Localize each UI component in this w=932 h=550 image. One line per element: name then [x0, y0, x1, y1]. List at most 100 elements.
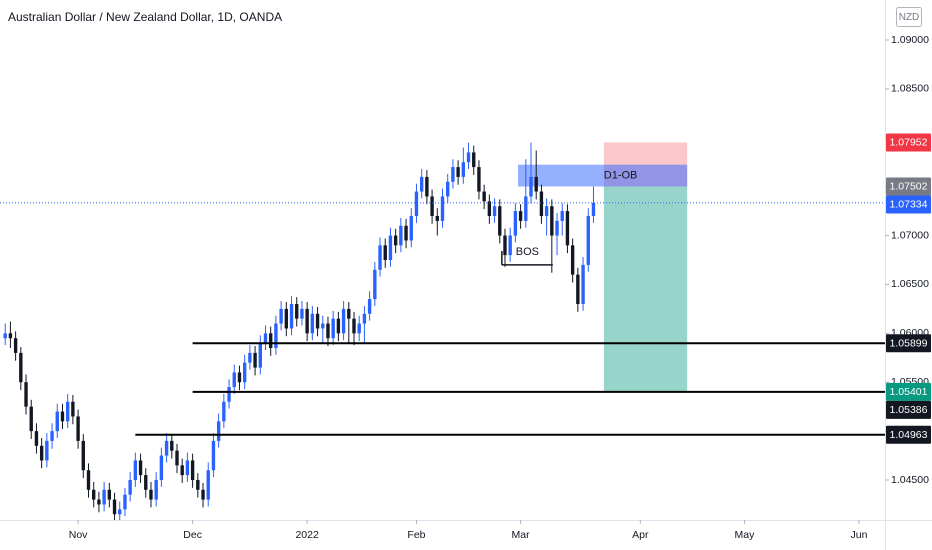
candle-body: [60, 411, 65, 422]
candle-body: [258, 343, 262, 368]
price-tag-label: 1.07502: [890, 181, 928, 193]
price-tag-label: 1.05386: [890, 404, 928, 416]
candle-body: [508, 235, 512, 256]
x-tick-label: Nov: [69, 529, 88, 541]
candle-body: [216, 421, 221, 441]
y-tick-label: 1.04500: [891, 474, 929, 486]
candle-body: [477, 167, 481, 192]
candle-body: [76, 416, 80, 441]
candle-body: [279, 308, 283, 324]
candle-body: [419, 176, 424, 192]
chart-title: Australian Dollar / New Zealand Dollar, …: [8, 10, 282, 24]
candle-body: [414, 191, 419, 216]
candle-body: [544, 206, 549, 216]
candle-body: [24, 382, 28, 407]
price-tag-label: 1.04963: [890, 429, 928, 441]
candle-body: [362, 313, 367, 324]
price-tag-label: 1.05899: [890, 337, 928, 349]
price-tag-label: 1.07952: [890, 137, 928, 149]
candle-body: [263, 333, 268, 344]
candle-body: [112, 499, 117, 515]
candle-body: [321, 323, 325, 329]
price-tag-label: 1.05401: [890, 386, 928, 398]
candle-body: [492, 206, 497, 216]
candle-body: [269, 333, 273, 349]
x-tick-label: Apr: [632, 529, 649, 541]
candle-body: [144, 475, 148, 490]
candle-body: [367, 299, 372, 314]
candle-body: [456, 167, 460, 177]
candle-body: [284, 308, 289, 329]
candle-body: [118, 509, 122, 515]
candle-body: [534, 176, 538, 192]
price-tag: [886, 382, 931, 401]
candle-body: [310, 313, 315, 334]
candle-body: [472, 152, 476, 168]
candle-body: [3, 333, 7, 339]
candle-body: [29, 406, 33, 432]
target-zone: [603, 186, 688, 392]
candle-body: [305, 308, 309, 334]
candle-body: [591, 202, 596, 216]
y-tick-label: 1.09000: [891, 34, 929, 46]
candle-body: [65, 401, 70, 422]
candle-body: [399, 225, 403, 246]
candle-body: [164, 440, 169, 456]
x-tick-label: Dec: [183, 529, 202, 541]
price-tag: [886, 177, 931, 196]
candle-body: [524, 196, 528, 221]
candle-body: [107, 489, 112, 500]
candle-body: [352, 318, 356, 334]
candle-body: [92, 489, 96, 500]
candle-body: [560, 211, 564, 221]
price-tag: [886, 400, 931, 419]
x-tick-label: Feb: [407, 529, 425, 541]
candle-body: [435, 215, 439, 221]
y-tick-label: 1.07000: [891, 229, 929, 241]
candle-body: [482, 191, 486, 202]
candle-body: [393, 235, 398, 246]
currency-box[interactable]: [896, 7, 922, 27]
candle-body: [180, 465, 184, 476]
candle-body: [86, 470, 91, 490]
candle-body: [149, 489, 153, 500]
candle-body: [341, 308, 346, 334]
x-tick-label: May: [735, 529, 756, 541]
candle-body: [461, 162, 466, 177]
bos-label: BOS: [516, 246, 539, 258]
candle-body: [45, 440, 49, 461]
candle-body: [190, 460, 195, 481]
candle-body: [487, 201, 492, 216]
price-tag: [886, 334, 931, 353]
candle-body: [19, 352, 23, 383]
candle-body: [300, 308, 304, 319]
candle-body: [378, 245, 382, 270]
x-tick-label: Jun: [851, 529, 868, 541]
candle-body: [175, 450, 179, 466]
candle-body: [71, 401, 75, 417]
candle-body: [97, 499, 101, 505]
candle-body: [498, 206, 502, 236]
candle-body: [253, 352, 257, 368]
candle-body: [336, 318, 341, 334]
candle-body: [388, 235, 393, 260]
candle-body: [555, 220, 559, 236]
candle-body: [201, 489, 205, 500]
candle-body: [295, 304, 299, 319]
candle-body: [383, 245, 387, 260]
candle-body: [196, 480, 200, 490]
currency-label: NZD: [899, 12, 920, 23]
x-tick-label: Mar: [512, 529, 531, 541]
candle-body: [34, 431, 39, 446]
candle-body: [404, 225, 408, 241]
candle-body: [466, 152, 471, 163]
candle-body: [242, 362, 247, 383]
candle-body: [550, 206, 554, 236]
candle-body: [159, 455, 164, 481]
candle-body: [232, 372, 236, 388]
x-tick-label: 2022: [295, 529, 319, 541]
candle-body: [211, 440, 216, 471]
